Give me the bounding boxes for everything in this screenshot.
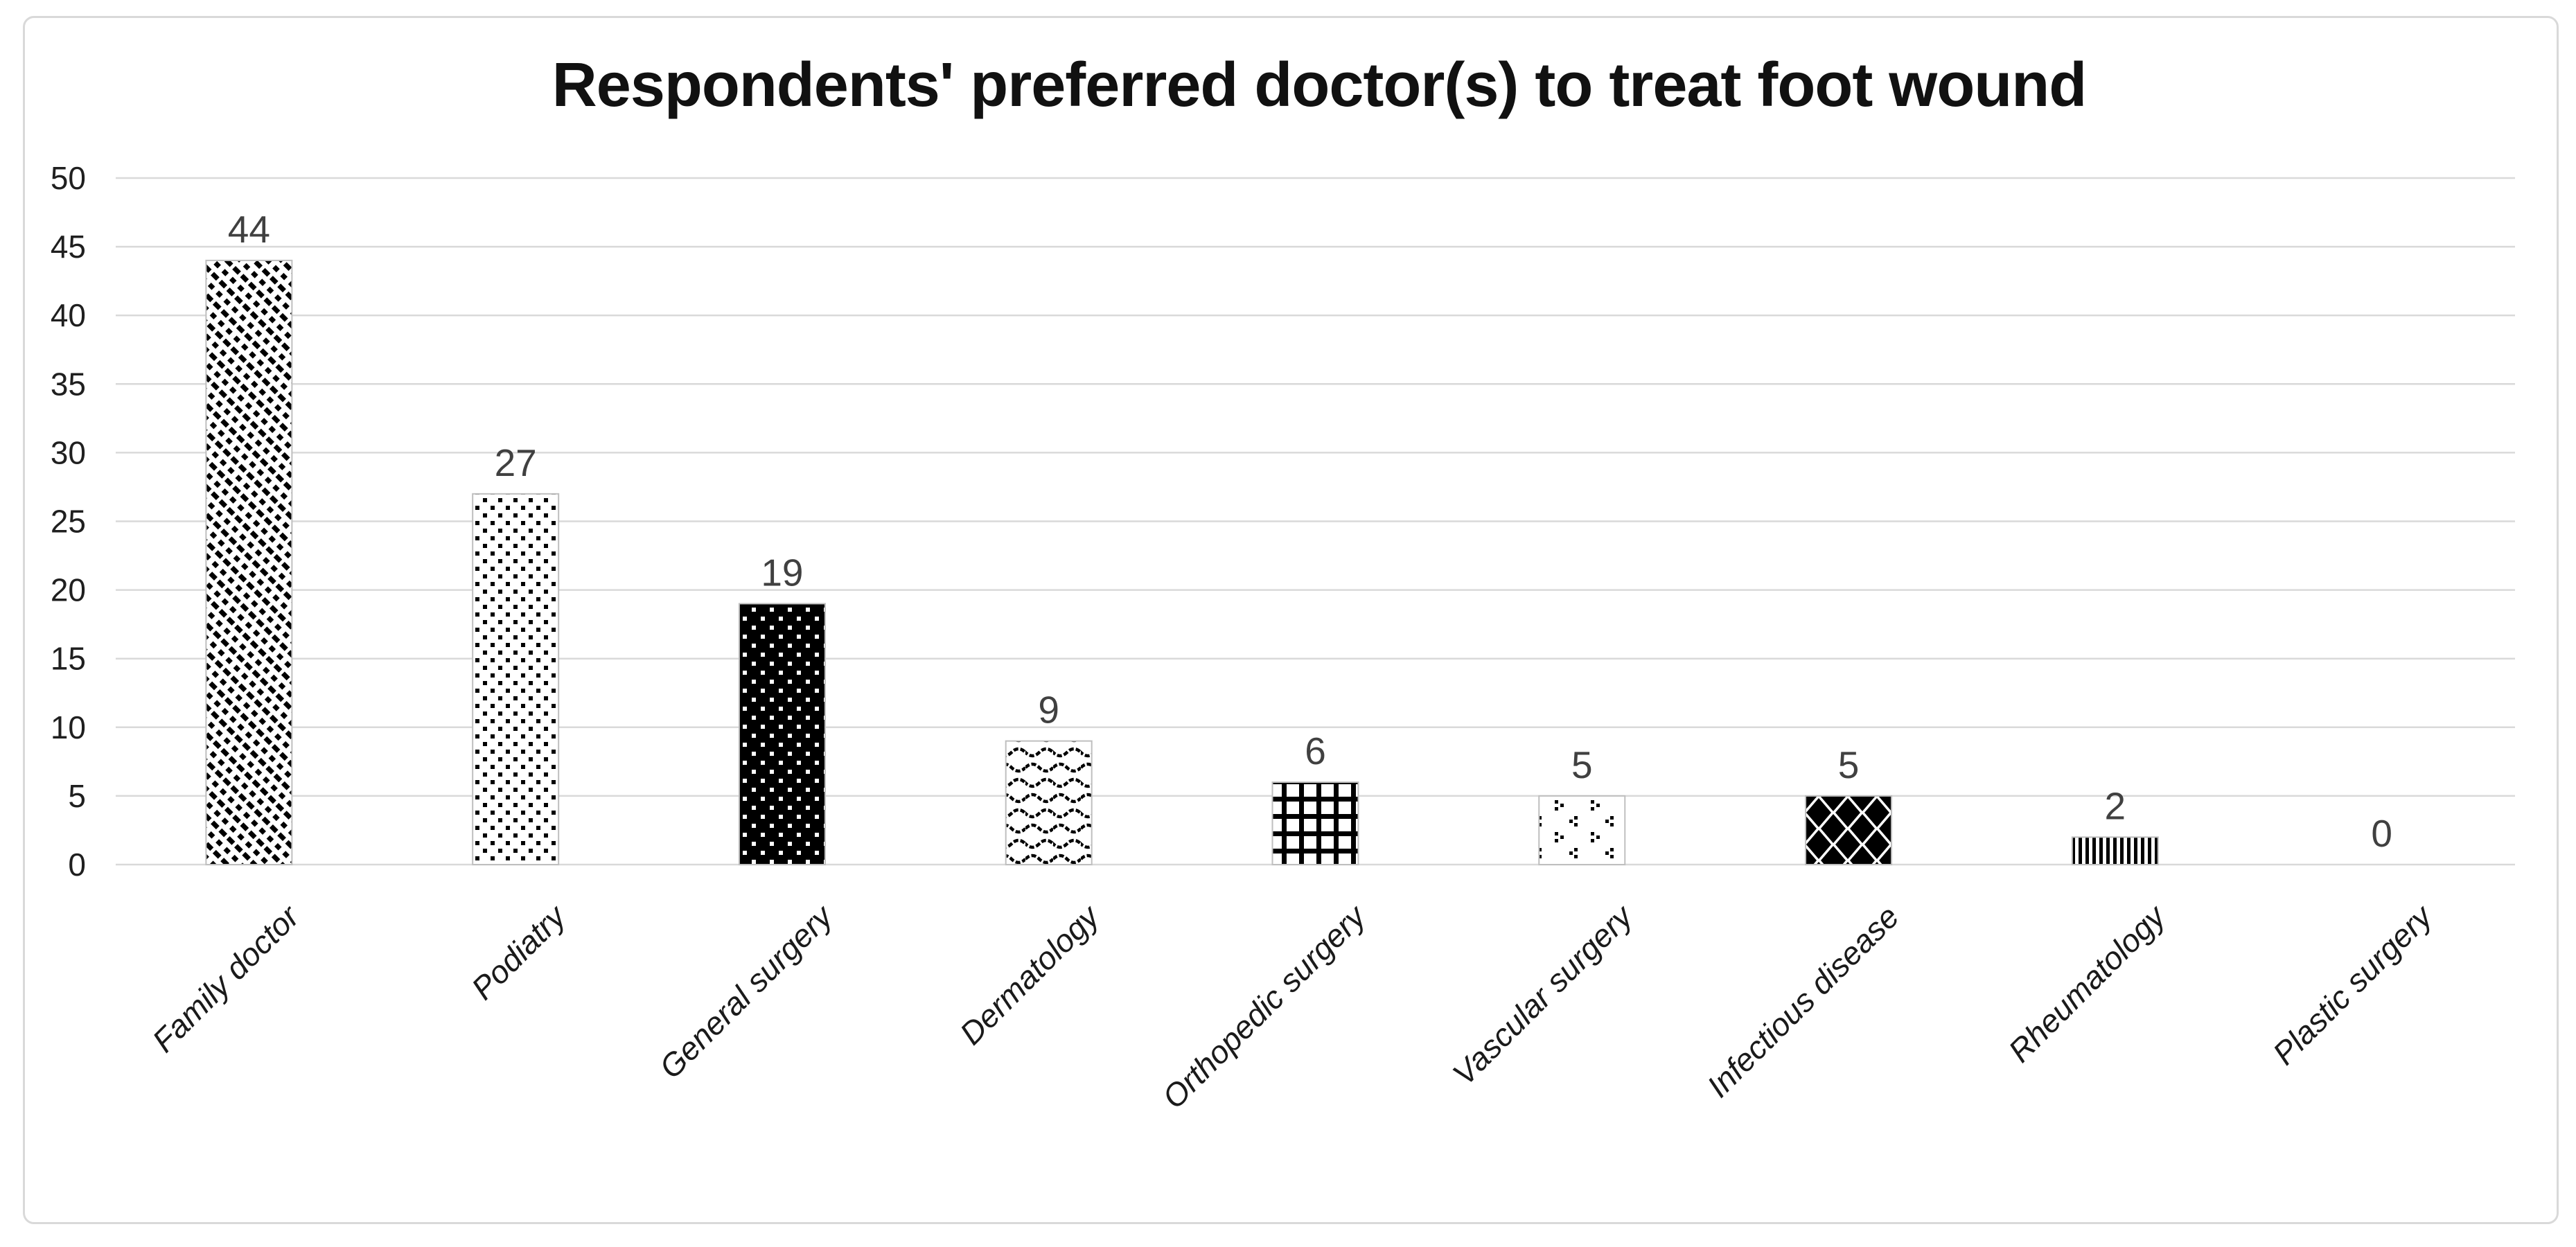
bar-value-labels: 44 27 19 9 6 5 5 2 0 <box>228 208 2392 855</box>
bar-rheumatology <box>2071 836 2159 865</box>
bar-value-label: 9 <box>1038 689 1059 732</box>
y-tick-label: 10 <box>51 709 86 745</box>
bars <box>205 259 2159 866</box>
bar-value-label: 2 <box>2105 784 2126 827</box>
bar-vascular-surgery <box>1538 795 1626 866</box>
y-tick-label: 35 <box>51 366 86 402</box>
bar-value-label: 5 <box>1571 743 1593 786</box>
bar-family-doctor <box>205 259 293 866</box>
bar-dermatology <box>1005 740 1093 865</box>
y-tick-label: 15 <box>51 641 86 677</box>
bar-podiatry <box>472 493 560 865</box>
bar-value-label: 5 <box>1838 743 1860 786</box>
y-tick-label: 30 <box>51 434 86 470</box>
y-axis-tick-labels: 0 5 10 15 20 25 30 35 40 45 50 <box>51 160 86 883</box>
y-tick-label: 25 <box>51 504 86 540</box>
bar-infectious-disease <box>1805 795 1893 866</box>
bar-value-label: 6 <box>1305 729 1326 772</box>
y-tick-label: 40 <box>51 297 86 333</box>
chart-title: Respondents' preferred doctor(s) to trea… <box>552 51 2087 120</box>
bar-value-label: 0 <box>2371 812 2392 855</box>
y-tick-label: 0 <box>68 847 86 883</box>
bar-general-surgery <box>738 603 826 865</box>
bar-value-label: 27 <box>495 441 537 484</box>
y-tick-label: 50 <box>51 160 86 196</box>
chart-area-border <box>23 16 2559 1224</box>
bar-value-label: 44 <box>228 208 270 251</box>
bar-value-label: 19 <box>761 551 803 594</box>
bar-orthopedic-surgery <box>1271 781 1359 865</box>
y-tick-label: 45 <box>51 229 86 265</box>
y-tick-label: 20 <box>51 572 86 608</box>
y-tick-label: 5 <box>68 778 86 814</box>
